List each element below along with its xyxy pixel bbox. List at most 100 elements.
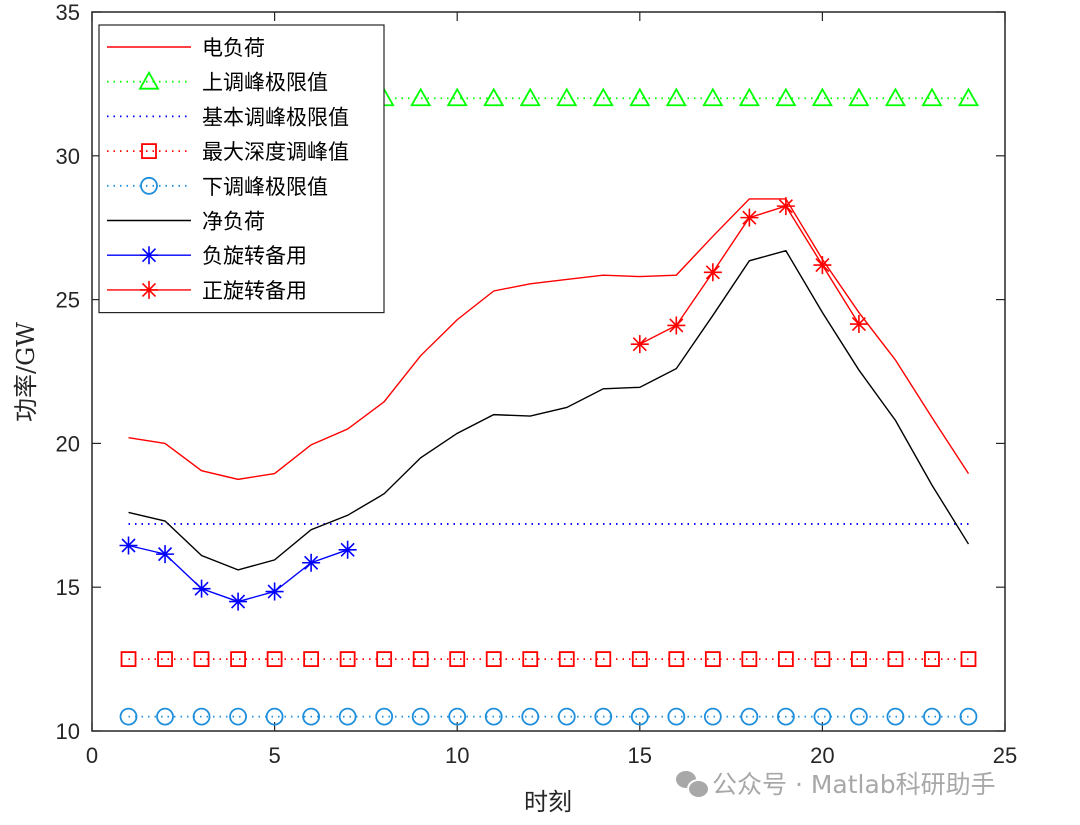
asterisk-marker xyxy=(229,592,248,611)
triangle-marker xyxy=(138,70,160,90)
series-line xyxy=(119,536,357,611)
legend-label: 电负荷 xyxy=(202,36,265,60)
square-marker xyxy=(631,651,648,667)
circle-marker xyxy=(703,707,722,726)
square-marker xyxy=(595,651,612,667)
legend-label: 下调峰极限值 xyxy=(202,175,328,199)
circle-marker xyxy=(119,707,138,726)
square-marker xyxy=(704,651,721,667)
legend-item: 电负荷 xyxy=(107,36,265,60)
triangle-marker xyxy=(665,87,687,107)
circle-marker xyxy=(521,707,540,726)
asterisk-marker xyxy=(776,197,795,216)
y-tick-label: 30 xyxy=(56,144,80,169)
legend: 电负荷上调峰极限值基本调峰极限值最大深度调峰值下调峰极限值净负荷负旋转备用正旋转… xyxy=(98,24,385,314)
triangle-marker xyxy=(702,87,724,107)
legend-item: 负旋转备用 xyxy=(107,244,307,268)
legend-box xyxy=(98,24,385,314)
series-line xyxy=(120,651,977,667)
square-marker xyxy=(887,651,904,667)
y-tick-label: 10 xyxy=(56,719,80,744)
square-marker xyxy=(814,651,831,667)
triangle-marker xyxy=(592,87,614,107)
circle-marker xyxy=(959,707,978,726)
square-marker xyxy=(303,651,320,667)
y-tick-label: 35 xyxy=(56,0,80,25)
legend-item: 净负荷 xyxy=(107,210,265,234)
square-marker xyxy=(485,651,502,667)
asterisk-marker xyxy=(156,545,175,564)
asterisk-marker xyxy=(703,263,722,282)
circle-marker xyxy=(302,707,321,726)
asterisk-marker xyxy=(630,335,649,354)
triangle-marker xyxy=(483,87,505,107)
square-marker xyxy=(924,651,940,667)
triangle-marker xyxy=(446,87,468,107)
square-marker xyxy=(376,651,393,667)
square-marker xyxy=(558,651,575,667)
circle-marker xyxy=(850,707,868,726)
triangle-marker xyxy=(775,87,797,107)
watermark: 公众号 · Matlab科研助手 xyxy=(676,765,996,801)
plot-frame xyxy=(91,11,1006,732)
asterisk-marker xyxy=(119,536,138,555)
square-marker xyxy=(230,651,246,667)
x-tick-label: 25 xyxy=(993,743,1017,768)
triangle-marker xyxy=(957,87,980,107)
square-marker xyxy=(777,651,794,667)
square-marker xyxy=(960,651,977,667)
square-marker xyxy=(141,143,157,160)
square-marker xyxy=(851,651,867,667)
series-line xyxy=(128,198,970,481)
square-marker xyxy=(412,651,429,667)
legend-label: 基本调峰极限值 xyxy=(202,105,349,129)
triangle-marker xyxy=(884,87,906,107)
y-axis-label: 功率/GW xyxy=(12,322,40,422)
y-tick-label: 15 xyxy=(56,575,80,600)
series-line xyxy=(128,249,970,571)
circle-marker xyxy=(411,707,430,726)
x-tick-label: 0 xyxy=(86,743,98,768)
circle-marker xyxy=(484,707,503,726)
square-marker xyxy=(449,651,466,667)
triangle-marker xyxy=(921,87,943,107)
legend-label: 负旋转备用 xyxy=(202,244,307,268)
x-tick-label: 5 xyxy=(268,743,280,768)
asterisk-marker xyxy=(265,582,284,601)
y-tick-label: 25 xyxy=(56,288,80,313)
circle-marker xyxy=(630,707,649,726)
series-line xyxy=(630,197,868,354)
asterisk-marker xyxy=(140,246,158,265)
triangle-marker xyxy=(738,87,760,107)
asterisk-marker xyxy=(813,256,832,275)
triangle-marker xyxy=(519,87,541,107)
triangle-marker xyxy=(629,87,651,107)
circle-marker xyxy=(338,707,357,726)
square-marker xyxy=(157,651,173,667)
legend-item: 上调峰极限值 xyxy=(107,71,328,95)
legend-label: 最大深度调峰值 xyxy=(202,140,349,164)
x-tick-label: 20 xyxy=(810,743,834,768)
asterisk-marker xyxy=(192,579,211,598)
square-marker xyxy=(741,651,758,667)
x-tick-label: 10 xyxy=(445,743,469,768)
x-axis-label: 时刻 xyxy=(524,788,572,816)
circle-marker xyxy=(375,707,394,726)
circle-marker xyxy=(886,707,905,726)
asterisk-marker xyxy=(140,280,158,299)
asterisk-marker xyxy=(667,316,686,335)
legend-label: 正旋转备用 xyxy=(202,279,307,303)
triangle-marker xyxy=(811,87,833,107)
asterisk-marker xyxy=(302,553,321,572)
asterisk-marker xyxy=(849,315,868,334)
circle-marker xyxy=(776,707,795,726)
square-marker xyxy=(193,651,210,667)
triangle-marker xyxy=(410,87,432,107)
series-line xyxy=(119,707,978,726)
circle-marker xyxy=(265,707,284,726)
watermark-text: 公众号 · Matlab科研助手 xyxy=(712,770,996,799)
circle-marker xyxy=(448,707,467,726)
circle-marker xyxy=(192,707,211,726)
legend-label: 净负荷 xyxy=(202,210,265,234)
